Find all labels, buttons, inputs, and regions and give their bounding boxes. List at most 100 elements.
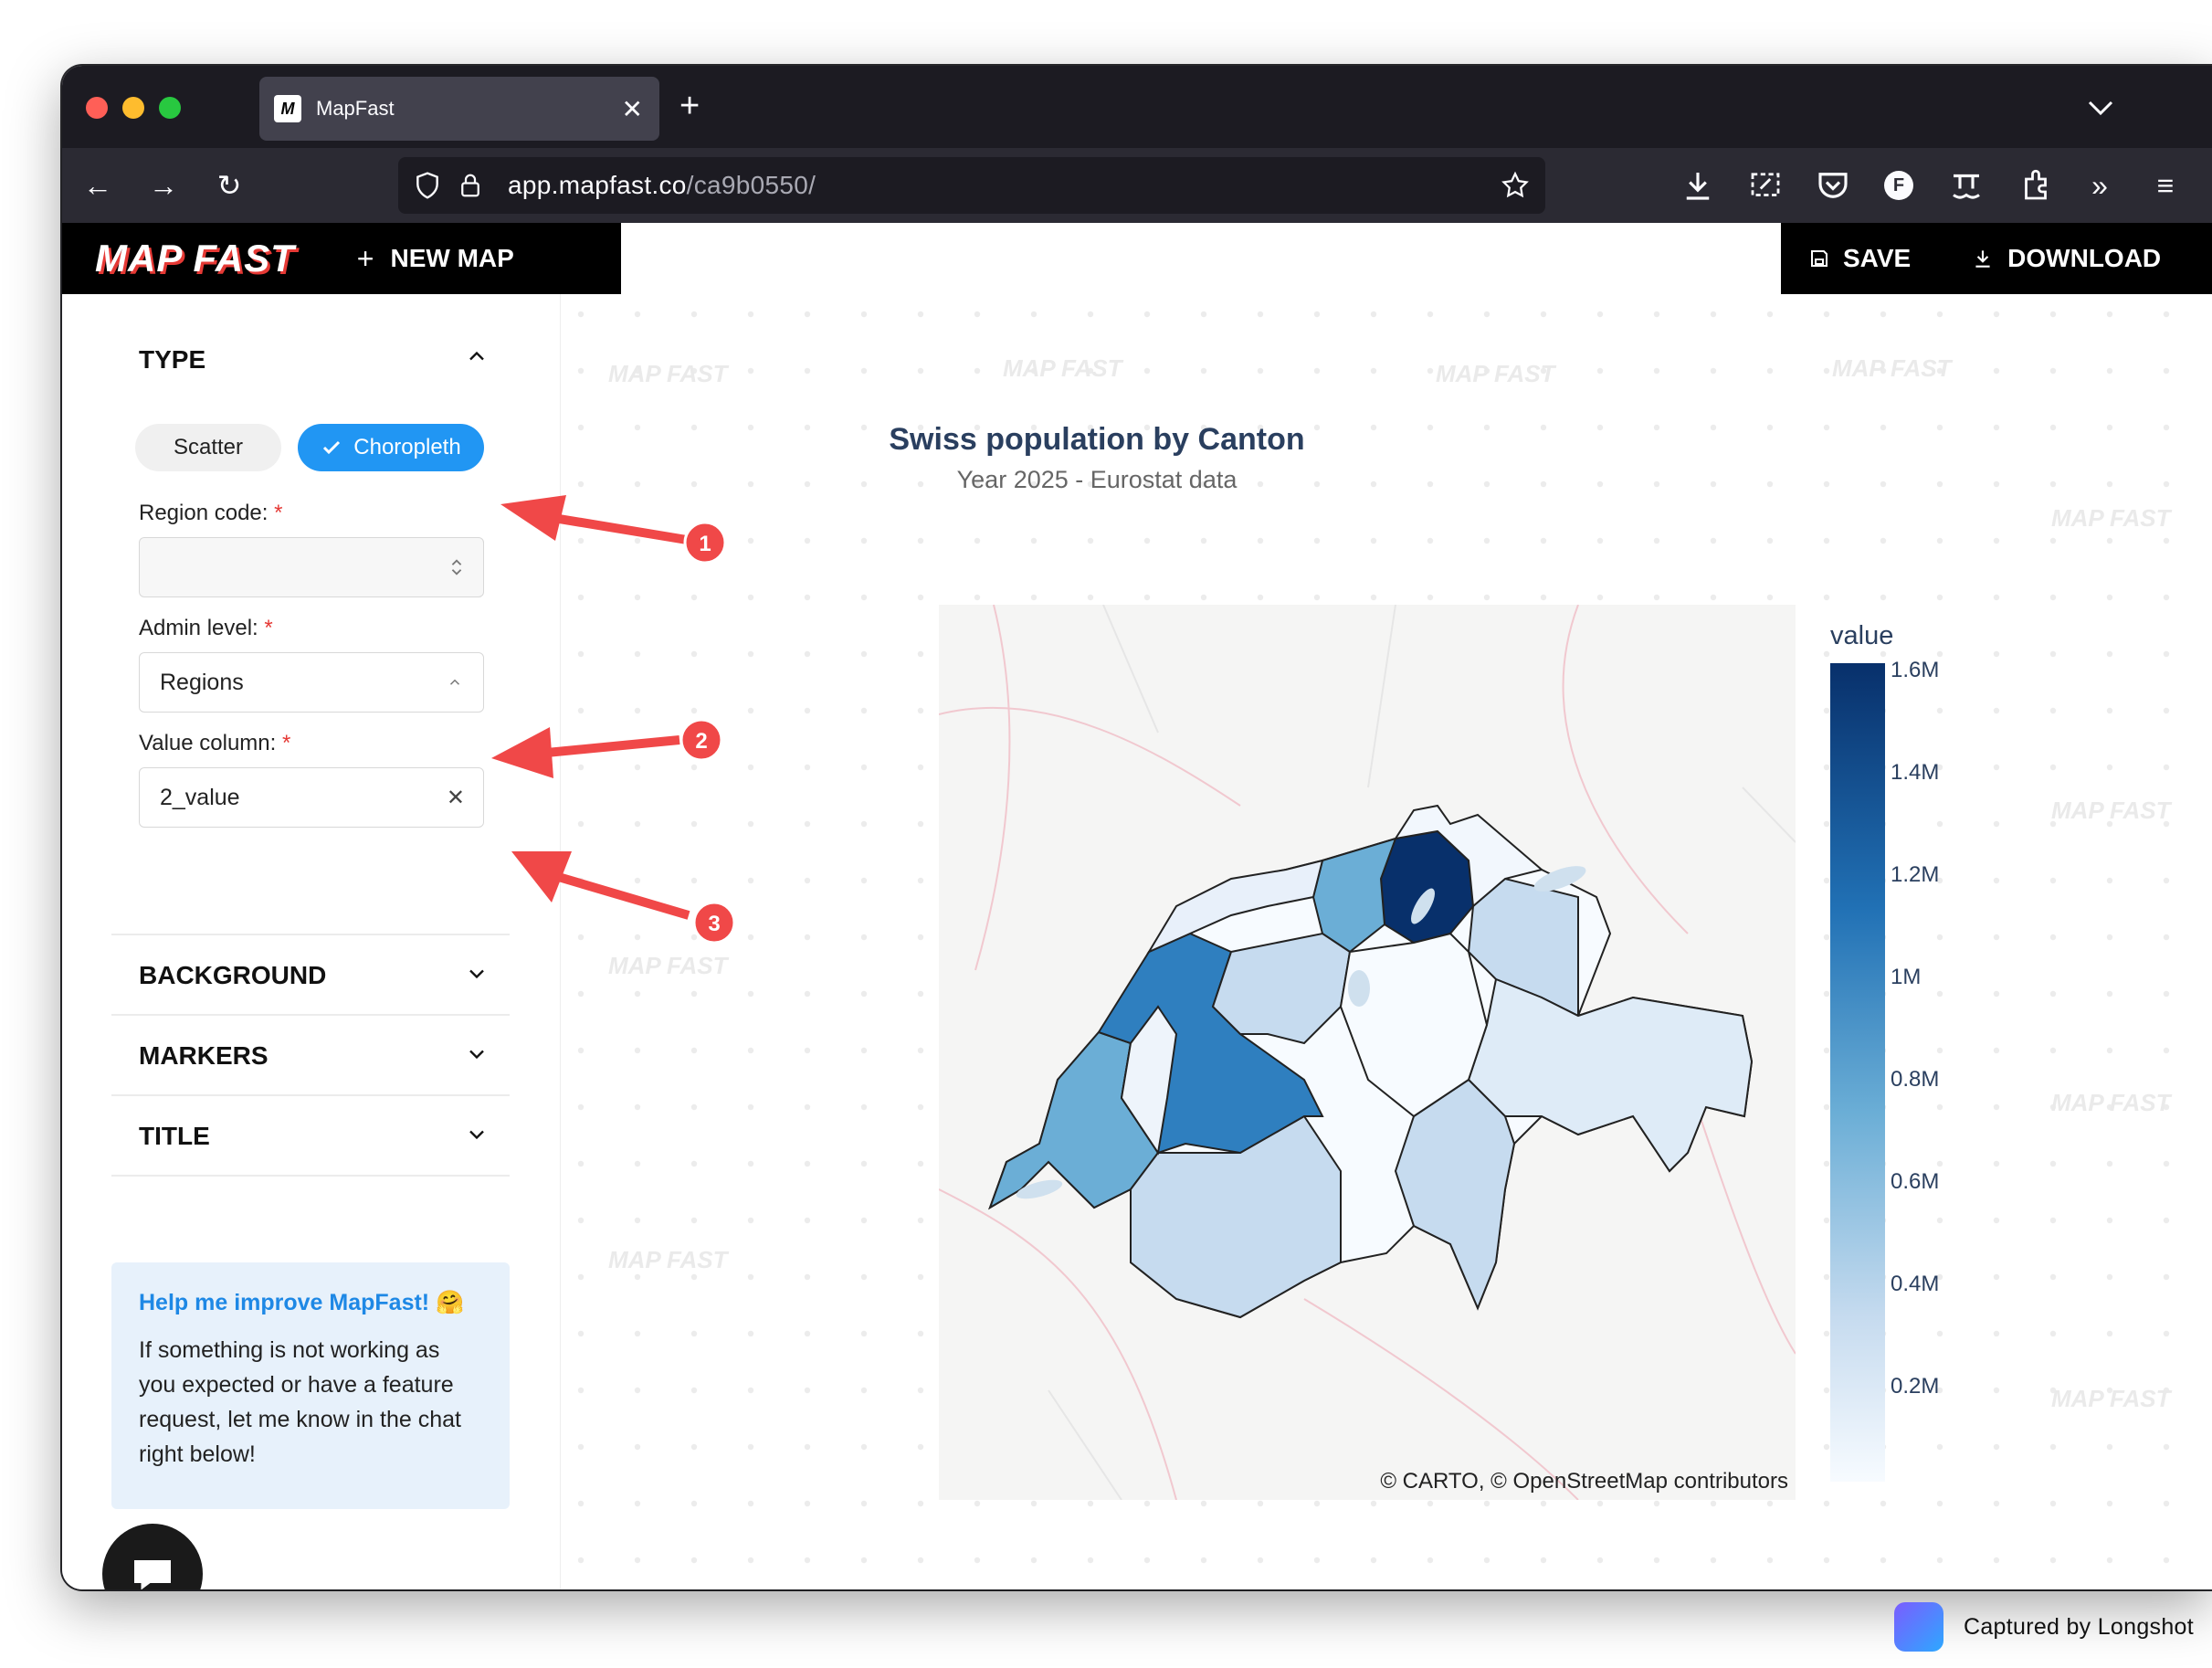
type-section-title[interactable]: TYPE [139,345,206,374]
close-window-button[interactable] [86,97,108,119]
chart-title: Swiss population by Canton [889,422,1305,457]
annotation-number: 1 [699,532,711,556]
url-bar[interactable]: app.mapfast.co/ca9b0550/ [398,157,1545,214]
help-title: Help me improve MapFast! 🤗 [139,1290,465,1315]
download-button[interactable]: DOWNLOAD [1971,244,2161,273]
settings-sidebar: TYPE Scatter Choropleth Region code: * A… [62,294,561,1589]
region-code-select[interactable] [139,537,484,597]
watermark: MAP FAST [2051,504,2171,532]
colorbar-tick: 1.6M [1891,658,1940,682]
save-label: SAVE [1843,244,1912,272]
colorbar-tick: 1.4M [1891,760,1940,785]
screenshot-icon[interactable] [1746,166,1785,205]
header-actions: SAVE DOWNLOAD [1781,223,2212,294]
mapfast-favicon-icon: M [274,95,301,122]
clear-icon[interactable]: ✕ [446,785,465,810]
annotation-number: 2 [695,729,707,754]
choropleth-map[interactable]: © CARTO, © OpenStreetMap contributors [939,605,1796,1500]
check-icon [323,440,341,455]
watermark: MAP FAST [2051,797,2171,824]
colorbar-tick: 0.2M [1891,1374,1940,1399]
watermark: MAP FAST [608,360,728,387]
annotation-number: 3 [708,912,720,936]
lock-icon [461,174,479,197]
admin-level-select[interactable]: Regions [139,652,484,713]
scatter-toggle-button[interactable]: Scatter [135,424,281,471]
choropleth-label: Choropleth [353,435,461,459]
section-divider [111,934,510,935]
section-divider [111,1175,510,1177]
tab-strip: M MapFast ✕ + [62,66,2212,148]
select-updown-icon [451,559,462,575]
app-header: MAP FAST + NEW MAP SAVE DOWNLOAD [62,223,2212,294]
new-map-label: NEW MAP [390,244,514,272]
back-arrow-icon[interactable]: ← [83,168,112,202]
chat-launcher-button[interactable] [102,1524,203,1589]
chart-subtitle: Year 2025 - Eurostat data [956,466,1238,493]
download-icon [1975,250,1990,268]
required-asterisk: * [281,731,291,755]
watermark: MAP FAST [2051,1089,2171,1116]
help-card: Help me improve MapFast! 🤗 If something … [111,1262,510,1509]
value-column-label-text: Value column: [139,731,277,755]
download-label: DOWNLOAD [2007,244,2162,272]
tab-title: MapFast [316,97,395,120]
required-asterisk: * [274,501,283,525]
chat-bubble-icon [134,1560,171,1589]
longshot-logo-icon [1893,1602,1943,1652]
colorbar-title: value [1830,621,1894,650]
markers-section-title[interactable]: MARKERS [139,1041,269,1070]
value-column-label: Value column: * [139,731,290,756]
watermark: MAP FAST [608,952,728,979]
zoom-window-button[interactable] [159,97,181,119]
chevron-up-icon[interactable] [464,343,490,369]
chevron-down-icon[interactable] [464,1122,490,1147]
title-section-title[interactable]: TITLE [139,1122,210,1150]
url-domain: app.mapfast.co [508,171,687,199]
plus-icon: + [356,241,374,275]
admin-level-label: Admin level: * [139,616,273,641]
forward-arrow-icon[interactable]: → [149,168,178,202]
choropleth-toggle-button[interactable]: Choropleth [298,424,484,471]
annotation-arrow-3: 3 [511,851,736,943]
colorbar-tick: 0.8M [1891,1067,1940,1092]
colorbar-tick: 0.6M [1891,1169,1940,1194]
admin-level-label-text: Admin level: [139,616,258,640]
new-map-button[interactable]: + NEW MAP [357,242,514,276]
close-tab-icon[interactable]: ✕ [621,94,643,123]
translate-icon[interactable] [1947,166,1986,205]
chevron-down-icon[interactable] [464,1041,490,1067]
reload-icon[interactable]: ↻ [216,169,242,202]
region-code-label: Region code: * [139,501,282,526]
map-attribution: © CARTO, © OpenStreetMap contributors [1380,1469,1788,1494]
minimize-window-button[interactable] [122,97,144,119]
watermark: MAP FAST [2051,1385,2171,1412]
colorbar-tick: 1M [1891,965,1922,989]
watermark: MAP FAST [1003,354,1122,382]
help-body: If something is not working as you expec… [139,1337,461,1467]
colorbar-tick: 1.2M [1891,862,1940,887]
save-button[interactable]: SAVE [1808,244,1911,273]
url-text[interactable]: app.mapfast.co/ca9b0550/ [508,171,816,200]
hamburger-menu-icon[interactable]: ≡ [2156,168,2175,202]
chevron-down-icon[interactable] [2084,91,2117,124]
overflow-chevrons-icon[interactable]: » [2091,168,2108,202]
brand-logo[interactable]: MAP FAST [95,237,295,280]
download-icon[interactable] [1679,166,1717,205]
star-bookmark-icon[interactable] [1500,170,1531,201]
profile-f-icon[interactable]: F [1880,166,1918,205]
browser-tab[interactable]: M MapFast ✕ [259,77,659,141]
new-tab-icon[interactable]: + [679,87,700,125]
value-column-value: 2_value [160,784,240,810]
background-section-title[interactable]: BACKGROUND [139,961,327,989]
value-column-input[interactable]: 2_value ✕ [139,767,484,828]
pocket-icon[interactable] [1814,166,1852,205]
watermark: MAP FAST [608,1246,728,1273]
scatter-label: Scatter [173,435,244,459]
required-asterisk: * [264,616,273,640]
watermark: MAP FAST [1436,360,1555,387]
shield-icon [416,172,438,199]
browser-window: M MapFast ✕ + ← → ↻ app.mapfast.co/ca9b0… [62,66,2212,1589]
chevron-down-icon[interactable] [464,961,490,987]
extensions-icon[interactable] [2017,166,2055,205]
